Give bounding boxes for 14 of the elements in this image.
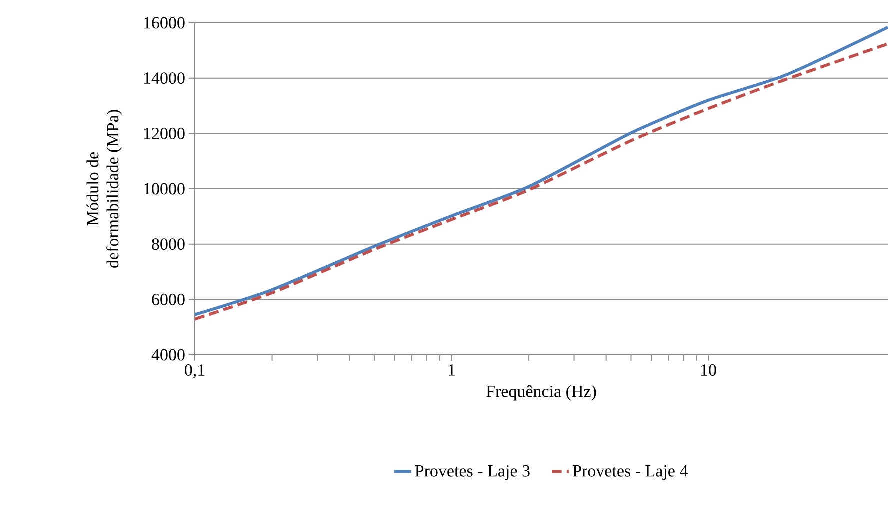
legend-label: Provetes - Laje 3 (415, 465, 530, 480)
y-tick-label: 8000 (152, 238, 185, 250)
y-tick-label: 16000 (144, 17, 185, 29)
legend-label: Provetes - Laje 4 (573, 465, 688, 480)
y-axis-title: Módulo de deformabilidade (MPa) (86, 110, 122, 268)
y-tick-label: 6000 (152, 294, 185, 306)
x-tick-label: 0,1 (185, 364, 205, 378)
x-tick-label: 1 (449, 364, 455, 376)
y-tick-label: 14000 (144, 72, 185, 84)
y-tick-label: 12000 (144, 128, 185, 140)
x-axis-title: Frequência (Hz) (486, 385, 596, 401)
y-tick-label: 10000 (144, 183, 185, 195)
x-tick-label: 10 (702, 364, 716, 376)
y-tick-label: 4000 (152, 349, 185, 361)
